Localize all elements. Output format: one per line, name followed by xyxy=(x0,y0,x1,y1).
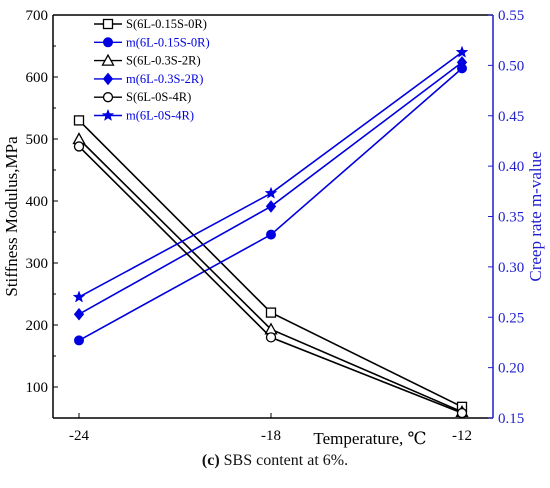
left-axis-tick-label: 200 xyxy=(26,318,49,334)
left-axis-tick-label: 100 xyxy=(26,380,49,396)
right-axis-tick-label: 0.55 xyxy=(498,8,524,24)
right-axis-tick-label: 0.50 xyxy=(498,58,524,74)
legend-marker xyxy=(102,92,114,103)
right-axis-tick-label: 0.35 xyxy=(498,210,524,226)
left-axis-tick-label: 700 xyxy=(26,8,49,24)
series-6-point xyxy=(72,290,86,303)
x-axis-tick-label: -24 xyxy=(69,428,89,444)
figure-caption: (c) SBS content at 6%. xyxy=(0,452,550,470)
right-axis-tick-label: 0.45 xyxy=(498,109,524,125)
x-axis-title: Temperature, ℃ xyxy=(313,429,426,448)
y-axis-title: Stiffness Modulus,MPa xyxy=(2,136,21,297)
legend-label: m(6L-0S-4R) xyxy=(126,109,194,123)
legend-marker xyxy=(103,37,113,48)
legend-label: S(6L-0.3S-2R) xyxy=(126,54,201,68)
series-line-1 xyxy=(78,119,463,408)
series-4-point xyxy=(73,307,85,321)
left-axis-tick-label: 500 xyxy=(26,132,49,148)
legend-label: S(6L-0.15S-0R) xyxy=(126,17,207,31)
series-6-point xyxy=(455,45,469,58)
legend-label: m(6L-0.3S-2R) xyxy=(126,72,203,86)
series-line-6 xyxy=(78,51,463,298)
caption-text: SBS content at 6%. xyxy=(223,452,349,469)
x-axis-tick-label: -18 xyxy=(261,428,281,444)
left-axis-tick-label: 600 xyxy=(26,70,49,86)
legend-label: m(6L-0.15S-0R) xyxy=(126,35,210,49)
right-axis-tick-label: 0.15 xyxy=(498,411,524,427)
series-4-point xyxy=(456,56,468,69)
series-line-5 xyxy=(78,145,463,414)
series-4-point xyxy=(265,200,277,213)
left-axis-tick-label: 300 xyxy=(26,256,49,272)
series-1-point xyxy=(73,115,85,126)
series-2-point xyxy=(74,335,84,346)
right-axis-tick-label: 0.40 xyxy=(498,159,524,175)
legend-marker xyxy=(102,18,114,30)
legend-marker xyxy=(102,72,114,86)
legend-marker xyxy=(101,108,115,121)
caption-label: (c) xyxy=(201,452,220,469)
series-line-3 xyxy=(78,138,463,413)
series-2-point xyxy=(266,229,276,240)
series-1-point xyxy=(265,307,277,318)
legend-marker xyxy=(101,53,115,66)
right-axis-tick-label: 0.25 xyxy=(498,310,524,326)
series-6-point xyxy=(264,186,278,199)
chart: 100 200 300 400 500 600 700 0.15 0.20 0.25 0.30 0.3… xyxy=(2,8,545,448)
y2-axis-title: Creep rate m-value xyxy=(526,151,545,281)
series-5-point xyxy=(265,332,277,343)
legend-label: S(6L-0S-4R) xyxy=(126,90,191,104)
left-axis-tick-label: 400 xyxy=(26,194,49,210)
series-5-point xyxy=(456,407,468,419)
x-axis-tick-label: -12 xyxy=(452,428,472,444)
right-axis-tick-label: 0.30 xyxy=(498,260,524,276)
series-5-point xyxy=(73,141,85,152)
right-axis-tick-label: 0.20 xyxy=(498,361,524,377)
